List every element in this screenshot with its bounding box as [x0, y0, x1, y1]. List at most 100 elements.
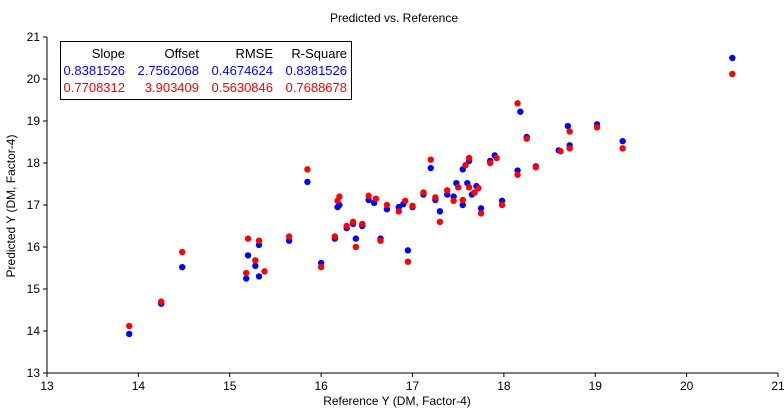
axes: 13 14 15 16 17 18 19 20 21 13 14 15 16 17 18 19 20 21 — [27, 30, 784, 393]
x-tick-label: 19 — [589, 379, 603, 393]
data-point — [566, 128, 573, 135]
data-point — [255, 273, 263, 280]
x-tick-label: 16 — [314, 379, 328, 393]
data-point — [126, 330, 133, 338]
chart-title: Predicted vs. Reference — [330, 11, 458, 25]
y-tick-label: 15 — [27, 282, 41, 296]
stats-red-offset: 3.903409 — [144, 80, 199, 95]
data-point — [498, 201, 506, 209]
data-point — [359, 220, 366, 228]
data-point — [427, 164, 434, 172]
data-point — [436, 218, 444, 225]
data-point — [427, 156, 434, 163]
data-point — [377, 237, 384, 244]
data-point — [462, 161, 469, 169]
y-tick-label: 20 — [27, 72, 41, 86]
data-point — [336, 193, 343, 200]
data-point — [404, 258, 412, 265]
data-point — [471, 189, 478, 196]
stats-blue-r-square: 0.8381526 — [285, 63, 347, 78]
x-tick-label: 18 — [497, 379, 511, 393]
x-axis-label: Reference Y (DM, Factor-4) — [323, 394, 471, 408]
x-tick-label: 21 — [771, 379, 784, 393]
data-point — [404, 247, 412, 254]
data-point — [432, 194, 439, 201]
data-point — [395, 208, 402, 215]
data-point — [352, 235, 360, 242]
data-point — [383, 201, 391, 209]
stats-red-rmse: 0.5630846 — [211, 80, 273, 95]
x-tick-label: 17 — [406, 379, 420, 393]
y-tick-label: 17 — [27, 198, 41, 212]
data-point — [444, 187, 451, 194]
data-point — [459, 196, 466, 204]
stats-row-red: 0.7708312 3.903409 0.5630846 0.7688678 — [61, 80, 351, 98]
data-point — [252, 257, 259, 264]
stats-header-rmse: RMSE — [235, 46, 273, 61]
data-point — [158, 298, 165, 305]
data-point — [459, 201, 466, 209]
y-tick-label: 19 — [27, 114, 41, 128]
data-point — [566, 145, 573, 152]
data-point — [450, 197, 457, 204]
data-point — [729, 54, 736, 62]
data-point — [593, 124, 601, 131]
data-point — [252, 262, 259, 270]
data-point — [304, 166, 311, 173]
data-point — [436, 208, 444, 215]
data-point — [244, 252, 252, 259]
y-tick-label: 16 — [27, 240, 41, 254]
data-point — [619, 137, 626, 145]
x-tick-label: 13 — [40, 379, 54, 393]
data-point — [126, 322, 133, 330]
x-tick-label: 20 — [680, 379, 694, 393]
data-point — [349, 218, 357, 225]
data-points — [126, 54, 736, 338]
data-point — [255, 237, 263, 244]
data-point — [244, 235, 252, 242]
data-point — [285, 233, 293, 240]
data-point — [242, 275, 250, 282]
data-point — [477, 210, 485, 217]
data-point — [401, 197, 409, 204]
stats-blue-slope: 0.8381526 — [63, 63, 125, 78]
data-point — [454, 184, 462, 191]
stats-table: Slope Offset RMSE R-Square 0.8381526 2.7… — [60, 41, 352, 100]
stats-blue-offset: 2.7562068 — [137, 63, 199, 78]
data-point — [729, 70, 736, 78]
data-point — [564, 122, 572, 130]
stats-blue-rmse: 0.4674624 — [211, 63, 273, 78]
data-point — [420, 189, 427, 196]
data-point — [465, 154, 473, 162]
data-point — [317, 263, 325, 271]
data-point — [179, 248, 186, 256]
data-point — [517, 108, 524, 115]
data-point — [331, 233, 339, 240]
data-point — [619, 145, 626, 152]
data-point — [514, 100, 521, 107]
y-tick-label: 21 — [27, 30, 41, 44]
y-tick-label: 18 — [27, 156, 41, 170]
data-point — [557, 148, 564, 155]
data-point — [477, 205, 485, 212]
data-point — [242, 269, 250, 277]
stats-red-slope: 0.7708312 — [63, 80, 125, 95]
data-point — [179, 263, 186, 271]
stats-header-offset: Offset — [164, 46, 199, 61]
data-point — [465, 184, 473, 191]
data-point — [372, 195, 380, 202]
data-point — [514, 171, 521, 178]
data-point — [365, 192, 372, 199]
stats-row-blue: 0.8381526 2.7562068 0.4674624 0.8381526 — [61, 63, 351, 81]
x-tick-label: 14 — [132, 379, 146, 393]
data-point — [523, 135, 530, 142]
x-tick-label: 15 — [223, 379, 237, 393]
stats-header-row: Slope Offset RMSE R-Square — [61, 46, 351, 64]
y-tick-label: 14 — [27, 324, 41, 338]
data-point — [486, 159, 494, 167]
data-point — [493, 154, 500, 162]
stats-red-r-square: 0.7688678 — [285, 80, 347, 95]
data-point — [352, 243, 360, 251]
data-point — [532, 164, 540, 171]
